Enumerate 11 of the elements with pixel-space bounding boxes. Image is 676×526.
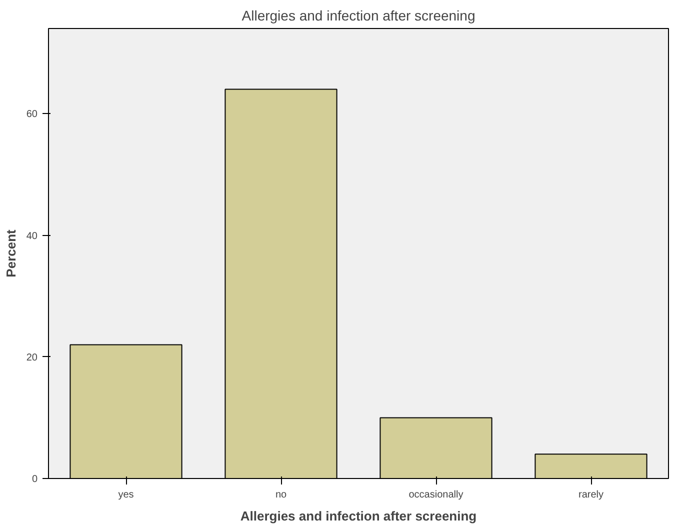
y-tick-label: 0: [32, 474, 38, 485]
x-tick-label: no: [275, 490, 287, 500]
x-tick-label: rarely: [578, 490, 604, 500]
x-axis-title: Allergies and infection after screening: [240, 508, 477, 524]
y-tick-label: 20: [26, 352, 38, 364]
y-tick-label: 40: [26, 230, 38, 242]
y-axis-title: Percent: [3, 228, 18, 278]
chart-title: Allergies and infection after screening: [242, 8, 476, 24]
y-tick-label: 60: [26, 109, 38, 120]
x-tick-label: occasionally: [408, 490, 464, 500]
x-tick-label: yes: [118, 490, 134, 500]
